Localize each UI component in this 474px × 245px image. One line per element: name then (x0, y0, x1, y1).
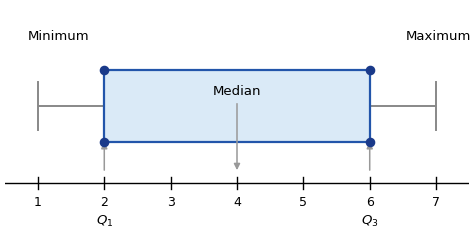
Text: 7: 7 (432, 196, 440, 209)
Point (100, 140, 108, 144)
Text: $Q_1$: $Q_1$ (96, 214, 113, 229)
Text: 3: 3 (167, 196, 174, 209)
Text: 6: 6 (366, 196, 374, 209)
Text: 5: 5 (300, 196, 307, 209)
Text: Maximum: Maximum (406, 30, 472, 43)
Point (366, 140, 374, 144)
Text: $Q_3$: $Q_3$ (361, 214, 379, 229)
Point (366, 68, 374, 72)
Point (100, 68, 108, 72)
Text: Minimum: Minimum (28, 30, 90, 43)
Text: 4: 4 (233, 196, 241, 209)
Text: 2: 2 (100, 196, 108, 209)
Text: Median: Median (213, 86, 261, 98)
Text: 1: 1 (34, 196, 42, 209)
FancyBboxPatch shape (104, 70, 370, 142)
